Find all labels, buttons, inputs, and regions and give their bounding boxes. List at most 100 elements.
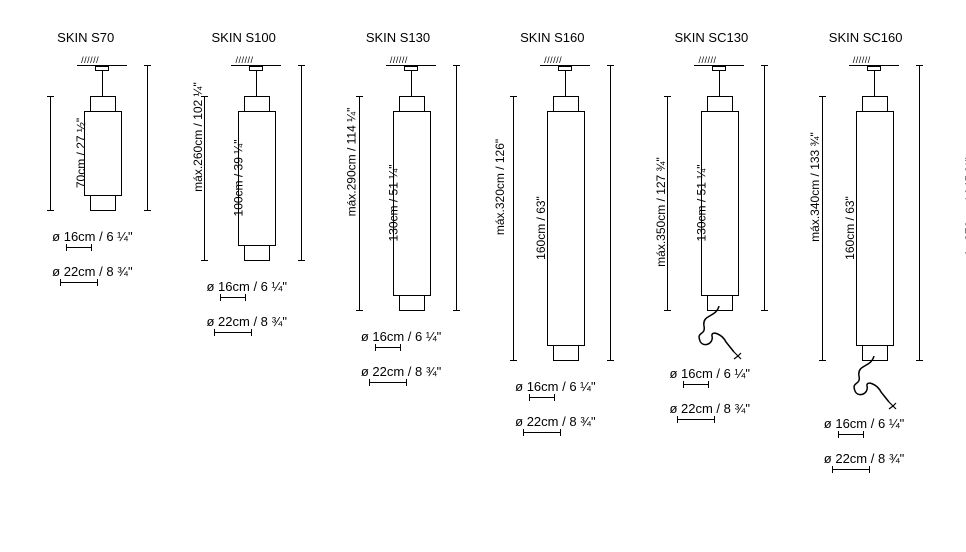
drawing: 160cm / 63" máx.350cm / 127 ¾" [485,65,635,361]
dim-height-label: 160cm / 63" [843,196,857,260]
suspension-cord [565,71,566,96]
ceiling-mount [231,65,281,66]
hbar-inner [375,347,401,348]
ceiling-hatch [386,55,436,65]
dims-diameter: ø 16cm / 6 ¼" ø 22cm / 8 ¾" [669,366,789,420]
hbar-outer [832,469,870,470]
dim-maxheight: máx.370cm / 145 ¾" [919,65,920,361]
ceiling-hatch [694,55,744,65]
dim-dia-inner: ø 16cm / 6 ¼" [52,229,172,248]
ceiling-hatch [231,55,281,65]
dim-dia-outer-label: ø 22cm / 8 ¾" [824,451,944,466]
dim-maxheight: máx.290cm / 114 ¼" [301,65,302,261]
dim-dia-outer-label: ø 22cm / 8 ¾" [515,414,635,429]
hbar-outer [60,282,98,283]
dim-dia-inner: ø 16cm / 6 ¼" [361,329,481,348]
suspension-cord [102,71,103,96]
dim-dia-outer: ø 22cm / 8 ¾" [206,314,326,333]
ceiling-mount [386,65,436,66]
ceiling-line [540,65,590,66]
ceiling-line [386,65,436,66]
dim-dia-outer-label: ø 22cm / 8 ¾" [669,401,789,416]
dim-height-label: 130cm / 51 ¼" [695,164,709,241]
dim-dia-outer: ø 22cm / 8 ¾" [361,364,481,383]
hbar-inner [529,397,555,398]
dim-maxheight: máx.260cm / 102 ¼" [147,65,148,211]
product-0: SKIN S70 70cm / 27 ½" máx.260cm / 102 ¼" ø … [22,30,172,472]
dim-height: 70cm / 27 ½" [50,96,51,211]
dim-maxheight: máx.320cm / 126" [456,65,457,311]
dim-dia-inner-label: ø 16cm / 6 ¼" [361,329,481,344]
dim-dia-outer: ø 22cm / 8 ¾" [515,414,635,433]
dim-dia-inner: ø 16cm / 6 ¼" [206,279,326,298]
dim-maxheight-label: máx.370cm / 145 ¾" [963,157,966,267]
hbar-inner [838,434,864,435]
dim-height: 160cm / 63" [513,96,514,361]
product-3: SKIN S160 160cm / 63" máx.350cm / 127 ¾" ø … [485,30,635,472]
suspension-cord [256,71,257,96]
product-title: SKIN S160 [485,30,635,45]
dim-height-label: 100cm / 39 ¼" [232,139,246,216]
ceiling-mount [694,65,744,66]
dim-height: 100cm / 39 ¼" [204,96,205,261]
ceiling-line [77,65,127,66]
product-1: SKIN S100 100cm / 39 ¼" máx.290cm / 114 ¼"… [176,30,326,472]
dim-maxheight: máx.340cm / 133 ¾" [764,65,765,311]
ceiling-mount [849,65,899,66]
hbar-outer [214,332,252,333]
hbar-outer [369,382,407,383]
lamp-outer-shade [856,111,894,346]
hbar-outer [523,432,561,433]
dim-dia-outer-label: ø 22cm / 8 ¾" [206,314,326,329]
drawing: 130cm / 51 ¼" máx.320cm / 126" [331,65,481,311]
dim-height: 160cm / 63" [822,96,823,361]
ceiling-line [231,65,281,66]
drawing: 130cm / 51 ¼" máx.340cm / 133 ¾" [639,65,789,311]
ceiling-mount [540,65,590,66]
product-title: SKIN S70 [22,30,172,45]
ceiling-hatch [849,55,899,65]
dim-dia-inner: ø 16cm / 6 ¼" [515,379,635,398]
hbar-inner [66,247,92,248]
ceiling-line [849,65,899,66]
drawing: 160cm / 63" máx.370cm / 145 ¾" [794,65,944,361]
dim-dia-outer: ø 22cm / 8 ¾" [52,264,172,283]
dim-dia-inner: ø 16cm / 6 ¼" [824,416,944,435]
dim-dia-outer: ø 22cm / 8 ¾" [824,451,944,470]
dim-height-label: 70cm / 27 ½" [74,117,88,187]
dims-diameter: ø 16cm / 6 ¼" ø 22cm / 8 ¾" [515,379,635,433]
hbar-outer [677,419,715,420]
dim-dia-inner-label: ø 16cm / 6 ¼" [206,279,326,294]
dim-height: 130cm / 51 ¼" [667,96,668,311]
dim-dia-inner-label: ø 16cm / 6 ¼" [515,379,635,394]
dim-dia-outer-label: ø 22cm / 8 ¾" [52,264,172,279]
dim-dia-inner-label: ø 16cm / 6 ¼" [669,366,789,381]
dim-dia-outer: ø 22cm / 8 ¾" [669,401,789,420]
product-5: SKIN SC160160cm / 63"máx.370cm / 145 ¾"ø… [794,30,944,472]
lamp-outer-shade [547,111,585,346]
lamp-body [547,96,585,361]
hbar-inner [683,384,709,385]
product-2: SKIN S130 130cm / 51 ¼" máx.320cm / 126" ø … [331,30,481,472]
ceiling-hatch [540,55,590,65]
drawing: 70cm / 27 ½" máx.260cm / 102 ¼" [22,65,172,211]
product-4: SKIN SC130 130cm / 51 ¼" máx.340cm / 133 ¾… [639,30,789,472]
power-cord-plug [849,356,909,416]
dim-dia-outer-label: ø 22cm / 8 ¾" [361,364,481,379]
dim-dia-inner-label: ø 16cm / 6 ¼" [52,229,172,244]
dim-height-label: 160cm / 63" [534,196,548,260]
suspension-cord [411,71,412,96]
power-cord-plug [694,306,754,366]
dim-maxheight: máx.350cm / 127 ¾" [610,65,611,361]
ceiling-hatch [77,55,127,65]
dims-diameter: ø 16cm / 6 ¼" ø 22cm / 8 ¾" [824,416,944,470]
suspension-cord [874,71,875,96]
dims-diameter: ø 16cm / 6 ¼" ø 22cm / 8 ¾" [52,229,172,283]
products-row: SKIN S70 70cm / 27 ½" máx.260cm / 102 ¼" ø … [0,0,966,472]
dim-height: 130cm / 51 ¼" [359,96,360,311]
product-title: SKIN SC130 [639,30,789,45]
product-title: SKIN S130 [331,30,481,45]
product-title: SKIN S100 [176,30,326,45]
dims-diameter: ø 16cm / 6 ¼" ø 22cm / 8 ¾" [361,329,481,383]
dim-dia-inner-label: ø 16cm / 6 ¼" [824,416,944,431]
